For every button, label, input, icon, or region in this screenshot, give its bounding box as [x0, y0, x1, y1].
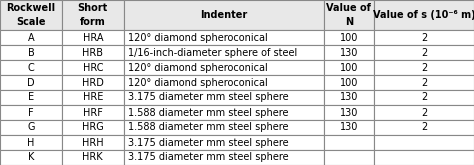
Text: HRK: HRK [82, 152, 103, 163]
Bar [324, 150, 374, 165]
Bar [324, 90, 374, 105]
Text: HRF: HRF [83, 108, 103, 117]
Text: 100: 100 [340, 33, 358, 43]
Bar [0, 0, 62, 30]
Text: 2: 2 [421, 122, 427, 132]
Bar [324, 60, 374, 75]
Text: HRC: HRC [82, 63, 103, 72]
Bar [0, 60, 62, 75]
Bar [124, 75, 324, 90]
Bar [124, 105, 324, 120]
Text: 120° diamond spheroconical: 120° diamond spheroconical [128, 78, 267, 87]
Bar [0, 105, 62, 120]
Text: 1.588 diameter mm steel sphere: 1.588 diameter mm steel sphere [128, 108, 288, 117]
Bar [374, 0, 474, 30]
Text: 120° diamond spheroconical: 120° diamond spheroconical [128, 63, 267, 72]
Text: D: D [27, 78, 35, 87]
Text: HRA: HRA [82, 33, 103, 43]
Bar [124, 45, 324, 60]
Bar [124, 90, 324, 105]
Bar [62, 30, 124, 45]
Text: 130: 130 [340, 122, 358, 132]
Text: 100: 100 [340, 63, 358, 72]
Text: 2: 2 [421, 48, 427, 57]
Text: HRG: HRG [82, 122, 104, 132]
Bar [374, 120, 474, 135]
Bar [62, 150, 124, 165]
Bar [0, 120, 62, 135]
Text: 1/16-inch-diameter sphere of steel: 1/16-inch-diameter sphere of steel [128, 48, 297, 57]
Bar [62, 60, 124, 75]
Bar [124, 150, 324, 165]
Text: Short
form: Short form [78, 3, 108, 27]
Text: 130: 130 [340, 93, 358, 102]
Bar [374, 45, 474, 60]
Text: Indenter: Indenter [200, 10, 247, 20]
Bar [62, 90, 124, 105]
Bar [62, 45, 124, 60]
Text: 3.175 diameter mm steel sphere: 3.175 diameter mm steel sphere [128, 93, 288, 102]
Text: 1.588 diameter mm steel sphere: 1.588 diameter mm steel sphere [128, 122, 288, 132]
Bar [0, 45, 62, 60]
Bar [124, 135, 324, 150]
Bar [374, 105, 474, 120]
Text: 100: 100 [340, 78, 358, 87]
Text: F: F [28, 108, 34, 117]
Bar [374, 90, 474, 105]
Text: H: H [27, 137, 35, 148]
Bar [324, 0, 374, 30]
Bar [0, 30, 62, 45]
Bar [324, 30, 374, 45]
Text: A: A [27, 33, 34, 43]
Text: 130: 130 [340, 48, 358, 57]
Text: 2: 2 [421, 33, 427, 43]
Bar [62, 135, 124, 150]
Bar [324, 45, 374, 60]
Bar [324, 105, 374, 120]
Text: K: K [28, 152, 34, 163]
Text: HRB: HRB [82, 48, 103, 57]
Text: 2: 2 [421, 78, 427, 87]
Text: 2: 2 [421, 63, 427, 72]
Text: 3.175 diameter mm steel sphere: 3.175 diameter mm steel sphere [128, 152, 288, 163]
Bar [374, 60, 474, 75]
Text: 2: 2 [421, 93, 427, 102]
Bar [0, 90, 62, 105]
Bar [374, 75, 474, 90]
Text: HRD: HRD [82, 78, 104, 87]
Text: B: B [27, 48, 34, 57]
Bar [124, 60, 324, 75]
Text: HRE: HRE [82, 93, 103, 102]
Bar [62, 120, 124, 135]
Text: Value of s (10⁻⁶ m): Value of s (10⁻⁶ m) [373, 10, 474, 20]
Bar [62, 0, 124, 30]
Text: E: E [28, 93, 34, 102]
Bar [324, 75, 374, 90]
Text: 130: 130 [340, 108, 358, 117]
Bar [0, 150, 62, 165]
Text: 2: 2 [421, 108, 427, 117]
Text: 3.175 diameter mm steel sphere: 3.175 diameter mm steel sphere [128, 137, 288, 148]
Text: C: C [27, 63, 34, 72]
Bar [324, 120, 374, 135]
Text: Value of
N: Value of N [327, 3, 371, 27]
Text: G: G [27, 122, 35, 132]
Bar [0, 75, 62, 90]
Bar [62, 105, 124, 120]
Text: Rockwell
Scale: Rockwell Scale [6, 3, 55, 27]
Bar [324, 135, 374, 150]
Bar [0, 135, 62, 150]
Bar [374, 30, 474, 45]
Bar [374, 135, 474, 150]
Text: HRH: HRH [82, 137, 104, 148]
Bar [62, 75, 124, 90]
Bar [124, 0, 324, 30]
Bar [124, 30, 324, 45]
Bar [124, 120, 324, 135]
Text: 120° diamond spheroconical: 120° diamond spheroconical [128, 33, 267, 43]
Bar [374, 150, 474, 165]
